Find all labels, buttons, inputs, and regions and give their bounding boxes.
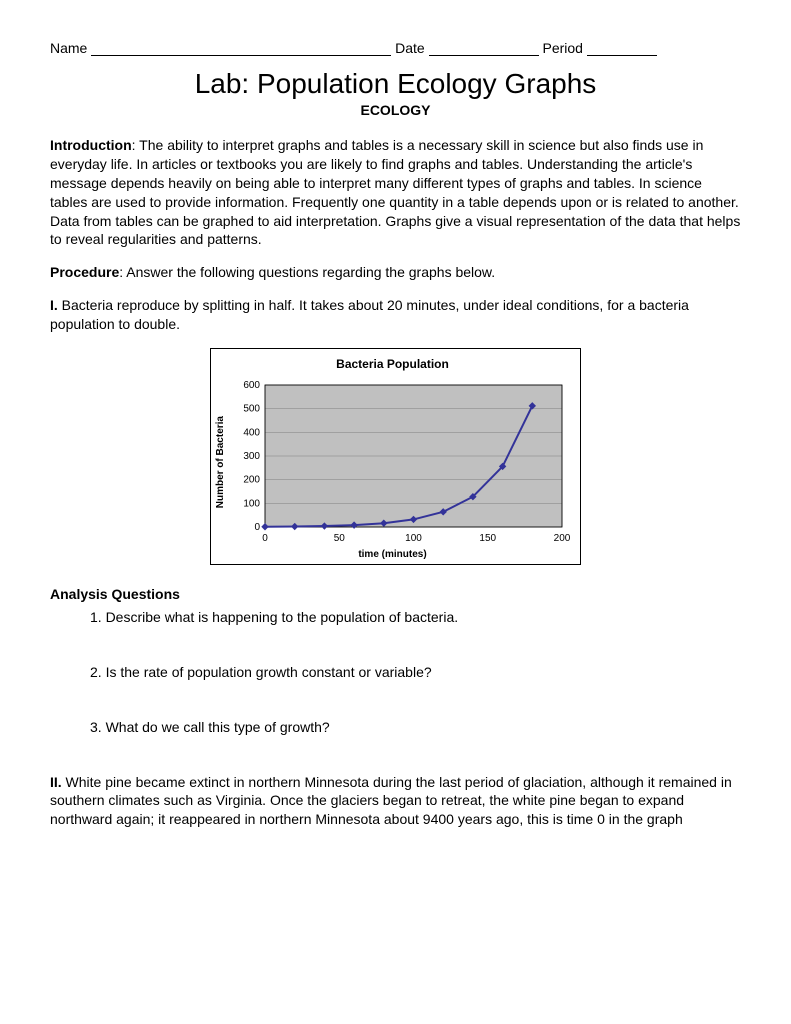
svg-text:100: 100: [405, 533, 422, 544]
intro-label: Introduction: [50, 137, 132, 153]
worksheet-page: Name Date Period Lab: Population Ecology…: [0, 0, 791, 883]
svg-text:150: 150: [479, 533, 496, 544]
section-1-label: I.: [50, 297, 58, 313]
page-subtitle: ECOLOGY: [50, 102, 741, 118]
svg-text:50: 50: [334, 533, 346, 544]
section-1-text: Bacteria reproduce by splitting in half.…: [50, 297, 689, 332]
page-title: Lab: Population Ecology Graphs: [50, 68, 741, 100]
chart-container: Bacteria Population Number of Bacteria 0…: [50, 348, 741, 565]
chart-xlabel: time (minutes): [215, 549, 570, 560]
section-2-text: White pine became extinct in northern Mi…: [50, 774, 732, 828]
analysis-questions: Analysis Questions 1. Describe what is h…: [50, 585, 741, 737]
name-blank[interactable]: [91, 55, 391, 56]
date-label: Date: [395, 40, 425, 56]
procedure-paragraph: Procedure: Answer the following question…: [50, 263, 741, 282]
period-blank[interactable]: [587, 55, 657, 56]
date-blank[interactable]: [429, 55, 539, 56]
svg-text:100: 100: [243, 498, 260, 509]
svg-text:400: 400: [243, 427, 260, 438]
svg-text:0: 0: [254, 522, 260, 533]
header-fields: Name Date Period: [50, 40, 741, 56]
procedure-label: Procedure: [50, 264, 119, 280]
procedure-text: : Answer the following questions regardi…: [119, 264, 495, 280]
introduction-paragraph: Introduction: The ability to interpret g…: [50, 136, 741, 249]
question-3: 3. What do we call this type of growth?: [90, 718, 741, 737]
period-label: Period: [543, 40, 583, 56]
chart-border: Bacteria Population Number of Bacteria 0…: [210, 348, 581, 565]
intro-text: : The ability to interpret graphs and ta…: [50, 137, 740, 247]
section-2-label: II.: [50, 774, 62, 790]
section-2-paragraph: II. White pine became extinct in norther…: [50, 773, 741, 830]
svg-text:300: 300: [243, 451, 260, 462]
svg-text:0: 0: [262, 533, 268, 544]
chart-title: Bacteria Population: [215, 357, 570, 371]
section-1-paragraph: I. Bacteria reproduce by splitting in ha…: [50, 296, 741, 334]
question-1: 1. Describe what is happening to the pop…: [90, 608, 741, 627]
svg-text:600: 600: [243, 380, 260, 391]
name-label: Name: [50, 40, 87, 56]
svg-text:200: 200: [243, 475, 260, 486]
analysis-heading: Analysis Questions: [50, 585, 741, 604]
question-2: 2. Is the rate of population growth cons…: [90, 663, 741, 682]
bacteria-chart: 0 100 200 300 400 500 600 0 50 100 150 200: [230, 377, 570, 547]
chart-ylabel: Number of Bacteria: [215, 416, 226, 508]
svg-text:200: 200: [554, 533, 570, 544]
svg-text:500: 500: [243, 404, 260, 415]
